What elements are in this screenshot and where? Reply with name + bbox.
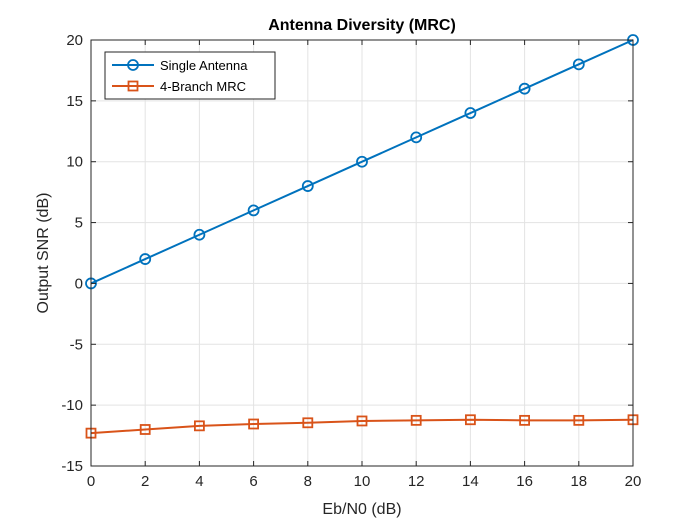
data-point [193,228,206,241]
x-axis-label: Eb/N0 (dB) [322,501,401,518]
x-tick-label: 12 [408,473,425,490]
data-point [410,131,423,144]
y-axis-label: Output SNR (dB) [35,193,52,314]
legend-item: 4-Branch MRC [112,79,246,94]
y-tick-label: -5 [70,336,83,353]
series-layer [85,34,639,439]
y-tick-label: 15 [66,93,83,110]
data-point [410,414,422,426]
legend-marker [127,80,139,92]
data-point [572,58,585,71]
legend-marker [127,59,139,71]
x-tick-label: 18 [570,473,587,490]
data-point [519,414,530,426]
x-tick-label: 0 [87,473,95,490]
legend-label: Single Antenna [160,58,248,73]
x-tick-label: 8 [304,473,312,490]
y-tick-label: 5 [75,215,83,232]
x-tick-label: 2 [141,473,149,490]
legend-label: 4-Branch MRC [160,79,246,94]
data-point [301,180,314,192]
series-line [90,418,634,435]
x-tick-label: 10 [354,473,371,490]
legend-item: Single Antenna [112,58,248,73]
axis-ticks: 0 2 4 6 8 10 12 14 16 18 20 -15 -10 -5 0 5 10 15 20 [61,32,641,490]
series-line [90,39,634,285]
chart-title: Antenna Diversity (MRC) [268,17,456,34]
data-point [248,418,260,430]
data-point [518,82,531,95]
x-tick-label: 20 [625,473,642,490]
data-point [139,253,152,265]
data-point [356,415,368,427]
data-point [247,204,260,217]
data-point [193,420,205,432]
y-tick-label: -15 [61,458,83,475]
y-tick-label: 0 [75,275,83,292]
data-point [302,417,314,429]
data-point [573,414,585,426]
legend: Single Antenna 4-Branch MRC [104,51,276,100]
y-tick-label: 10 [66,154,83,171]
y-tick-label: -10 [61,397,83,414]
x-tick-label: 16 [516,473,533,490]
series-1 [85,34,639,290]
data-point [464,107,477,119]
data-point [139,424,151,435]
x-tick-label: 4 [195,473,203,490]
y-tick-label: 20 [66,32,83,49]
x-tick-label: 6 [249,473,257,490]
data-point [464,414,476,426]
data-point [356,155,368,168]
x-tick-label: 14 [462,473,479,490]
